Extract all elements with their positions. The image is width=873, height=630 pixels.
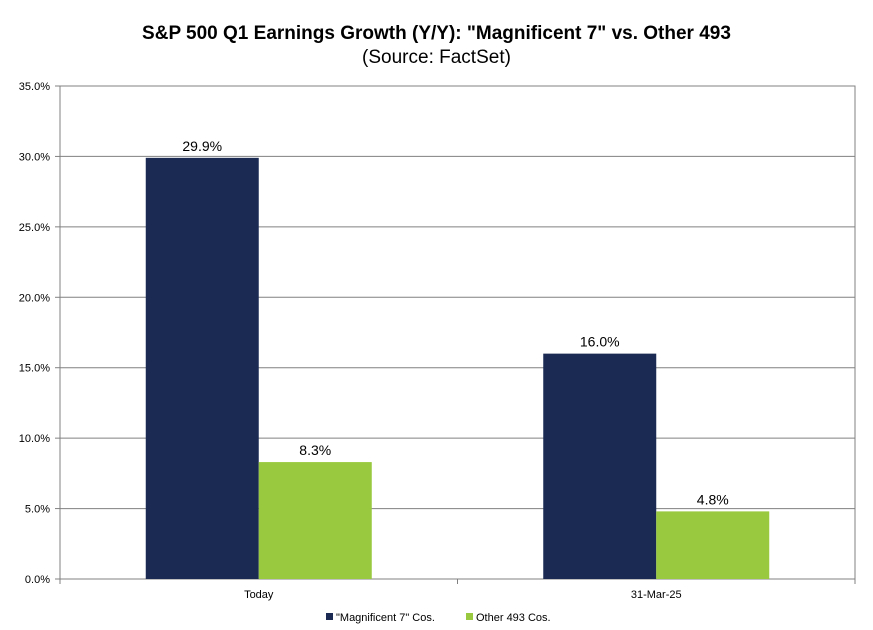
- y-tick-label: 5.0%: [25, 504, 50, 516]
- bar[interactable]: [656, 511, 770, 579]
- bar[interactable]: [145, 157, 259, 579]
- data-label: 16.0%: [580, 334, 620, 350]
- legend-label: Other 493 Cos.: [476, 612, 551, 624]
- bar[interactable]: [543, 353, 657, 579]
- legend-swatch: [466, 613, 473, 620]
- bar[interactable]: [258, 462, 372, 579]
- legend-swatch: [326, 613, 333, 620]
- y-tick-label: 35.0%: [19, 81, 50, 93]
- y-tick-label: 10.0%: [19, 433, 50, 445]
- data-label: 4.8%: [697, 491, 729, 507]
- data-label: 29.9%: [182, 138, 222, 154]
- y-tick-label: 30.0%: [19, 151, 50, 163]
- y-tick-label: 25.0%: [19, 222, 50, 234]
- y-tick-label: 15.0%: [19, 363, 50, 375]
- data-label: 8.3%: [299, 442, 331, 458]
- chart-subtitle: (Source: FactSet): [362, 47, 511, 68]
- x-tick-label: 31-Mar-25: [631, 589, 682, 601]
- y-tick-label: 20.0%: [19, 292, 50, 304]
- chart-title: S&P 500 Q1 Earnings Growth (Y/Y): "Magni…: [142, 23, 731, 44]
- legend-label: "Magnificent 7" Cos.: [336, 612, 435, 624]
- y-tick-label: 0.0%: [25, 574, 50, 586]
- chart-title-block: S&P 500 Q1 Earnings Growth (Y/Y): "Magni…: [0, 22, 873, 70]
- x-tick-label: Today: [244, 589, 274, 601]
